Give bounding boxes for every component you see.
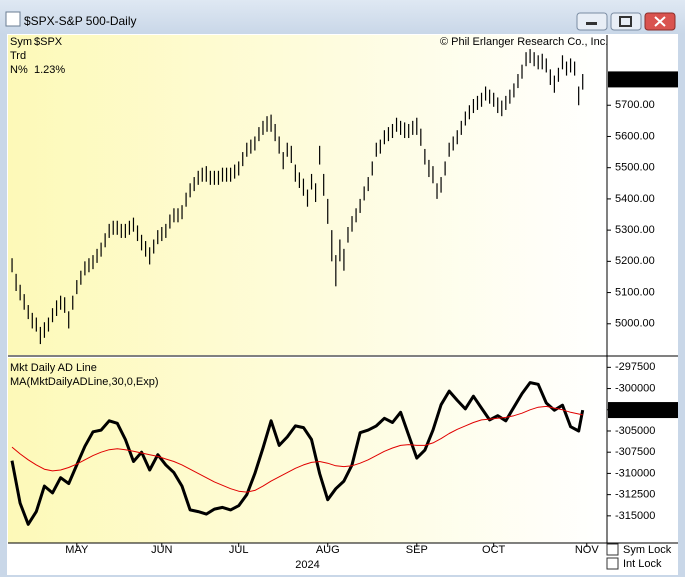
copyright: © Phil Erlanger Research Co., Inc.	[440, 36, 608, 48]
x-axis-label: 2024	[295, 559, 319, 571]
sym-lock-checkbox[interactable]: Sym Lock	[606, 543, 672, 556]
y-tick-label: -305000	[615, 425, 655, 437]
app-icon	[5, 11, 21, 27]
info-label: Sym	[10, 36, 32, 48]
last-value-label: 5782.76	[615, 73, 655, 85]
window-title: $SPX-S&P 500-Daily	[24, 14, 137, 28]
x-tick-label: SEP	[406, 544, 428, 556]
last-value-label: -302534	[615, 404, 655, 416]
title-bar	[0, 0, 685, 34]
y-tick-label: 5100.00	[615, 286, 655, 298]
y-tick-label: 5700.00	[615, 99, 655, 111]
info-value: $SPX	[34, 36, 63, 48]
checkbox-label: Int Lock	[623, 558, 662, 570]
x-tick-label: JUL	[229, 544, 249, 556]
y-tick-label: -300000	[615, 382, 655, 394]
y-tick-label: -307500	[615, 446, 655, 458]
last-value-box	[608, 71, 678, 88]
y-tick-label: -297500	[615, 361, 655, 373]
y-tick-label: -310000	[615, 467, 655, 479]
y-tick-label: 5000.00	[615, 318, 655, 330]
info-label: Trd	[10, 50, 26, 62]
info-label: N%	[10, 64, 28, 76]
legend-entry: Mkt Daily AD Line	[10, 362, 97, 374]
minimize-button[interactable]	[576, 12, 608, 31]
checkbox-label: Sym Lock	[623, 544, 672, 556]
x-tick-label: MAY	[65, 544, 89, 556]
x-tick-label: NOV	[575, 544, 600, 556]
y-tick-label: 5400.00	[615, 193, 655, 205]
maximize-button[interactable]	[610, 12, 642, 31]
ma-line	[11, 405, 583, 493]
legend-entry: MA(MktDailyADLine,30,0,Exp)	[10, 376, 159, 388]
last-value-box	[608, 402, 678, 419]
int-lock-checkbox[interactable]: Int Lock	[606, 557, 662, 570]
y-tick-label: 5300.00	[615, 224, 655, 236]
x-tick-label: JUN	[151, 544, 172, 556]
info-value: 1.23%	[34, 64, 65, 76]
y-tick-label: 5200.00	[615, 255, 655, 267]
y-tick-label: 5500.00	[615, 162, 655, 174]
y-tick-label: -315000	[615, 510, 655, 522]
y-tick-label: -312500	[615, 489, 655, 501]
close-button[interactable]	[644, 12, 676, 31]
x-tick-label: AUG	[316, 544, 340, 556]
y-tick-label: 5600.00	[615, 130, 655, 142]
x-tick-label: OCT	[482, 544, 506, 556]
